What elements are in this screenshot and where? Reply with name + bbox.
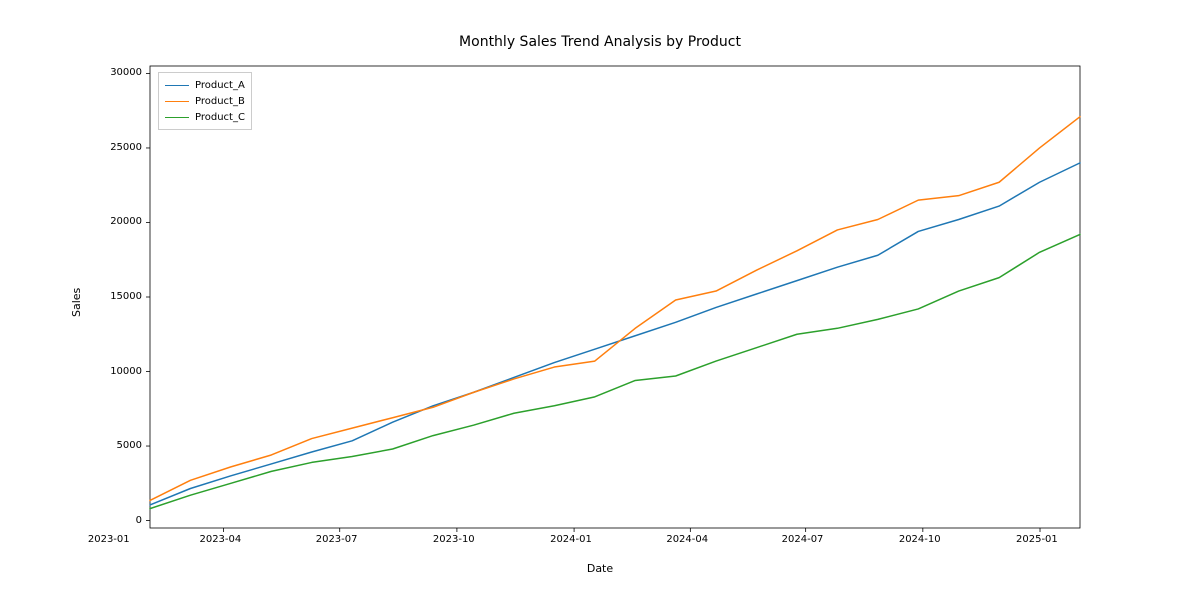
legend-item: Product_C bbox=[165, 109, 245, 125]
x-tick-label: 2023-07 bbox=[316, 534, 358, 545]
legend-item: Product_B bbox=[165, 93, 245, 109]
y-tick-label: 25000 bbox=[110, 142, 142, 153]
x-tick-label: 2024-04 bbox=[666, 534, 708, 545]
series-line bbox=[150, 234, 1080, 508]
x-tick-label: 2024-07 bbox=[782, 534, 824, 545]
y-tick-label: 20000 bbox=[110, 216, 142, 227]
chart-container: Monthly Sales Trend Analysis by Product … bbox=[0, 0, 1200, 600]
y-tick-label: 30000 bbox=[110, 67, 142, 78]
legend-label: Product_B bbox=[195, 96, 245, 107]
legend-label: Product_A bbox=[195, 80, 245, 91]
y-tick-label: 0 bbox=[136, 515, 142, 526]
x-tick-label: 2023-01 bbox=[88, 534, 130, 545]
series-line bbox=[150, 117, 1080, 501]
x-tick-label: 2025-01 bbox=[1016, 534, 1058, 545]
legend-swatch bbox=[165, 85, 189, 86]
y-tick-label: 15000 bbox=[110, 291, 142, 302]
legend-label: Product_C bbox=[195, 112, 245, 123]
x-tick-label: 2023-04 bbox=[199, 534, 241, 545]
y-tick-label: 10000 bbox=[110, 366, 142, 377]
y-tick-label: 5000 bbox=[117, 440, 142, 451]
legend-swatch bbox=[165, 101, 189, 102]
legend-item: Product_A bbox=[165, 77, 245, 93]
x-tick-label: 2024-01 bbox=[550, 534, 592, 545]
legend-swatch bbox=[165, 117, 189, 118]
legend: Product_A Product_B Product_C bbox=[158, 72, 252, 130]
series-line bbox=[150, 163, 1080, 505]
x-tick-label: 2023-10 bbox=[433, 534, 475, 545]
x-tick-label: 2024-10 bbox=[899, 534, 941, 545]
